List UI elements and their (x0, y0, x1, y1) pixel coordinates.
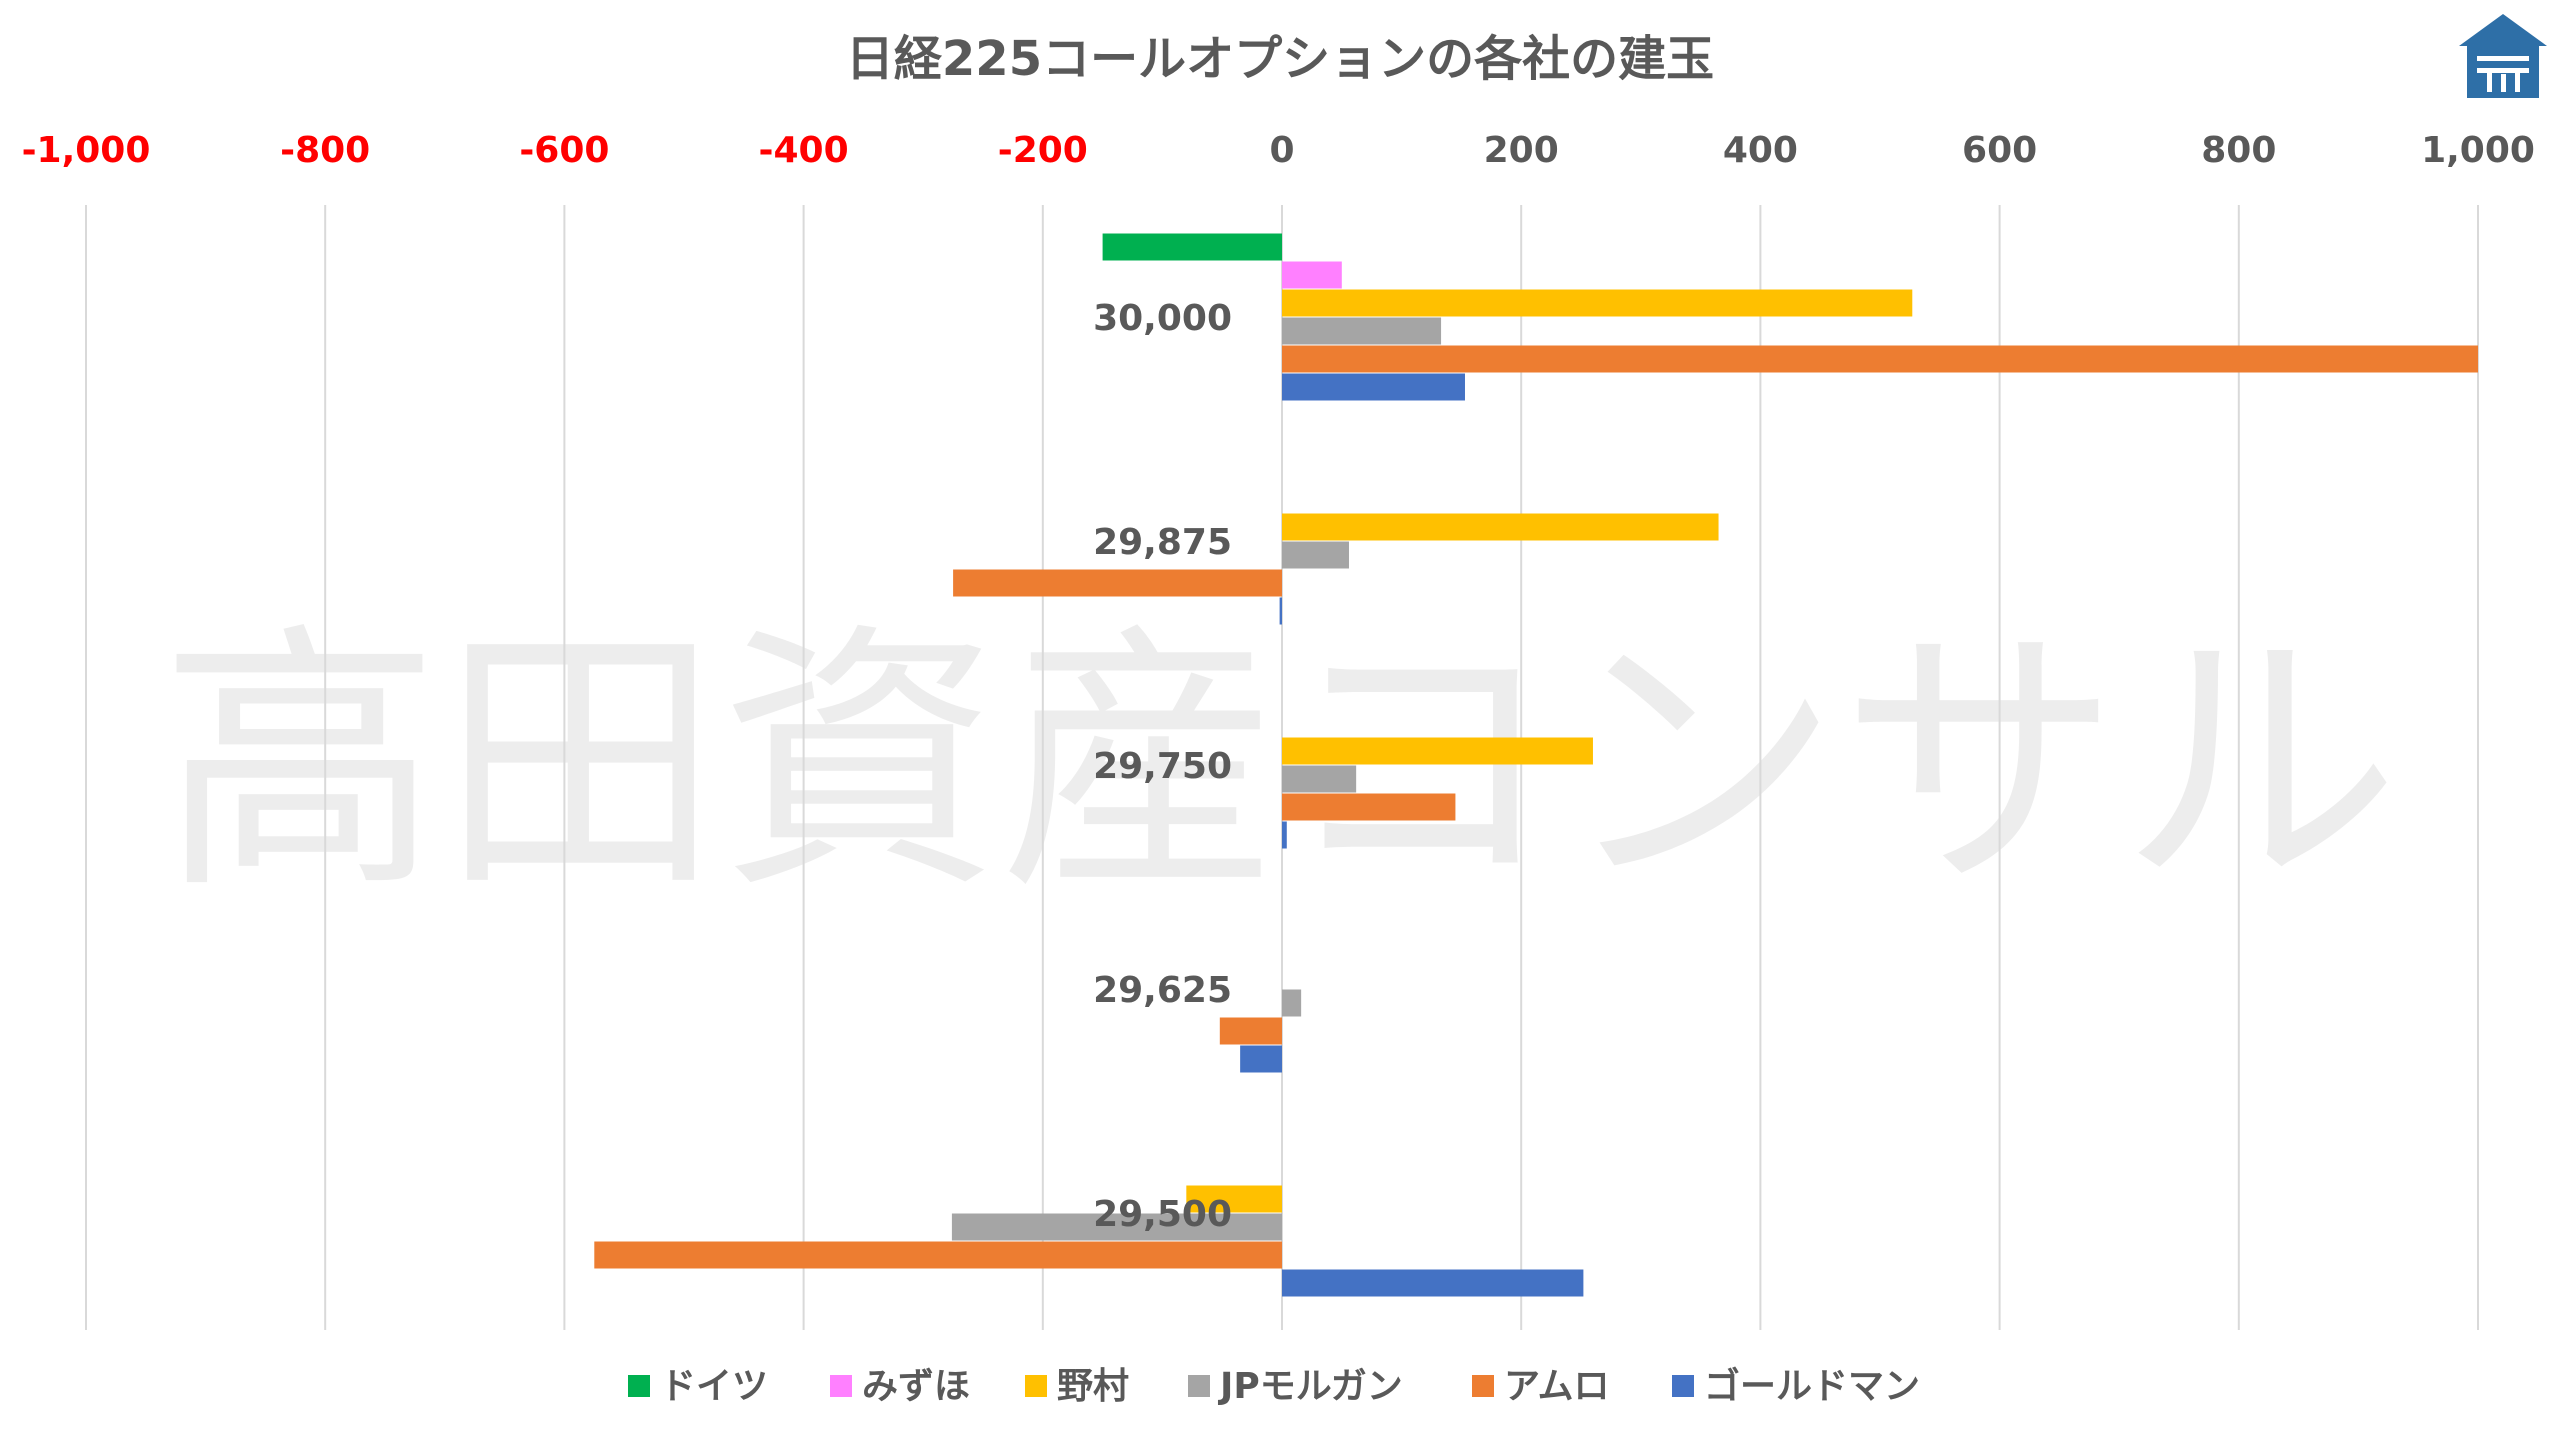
x-tick-label: 800 (2201, 130, 2276, 171)
bar (1186, 1185, 1282, 1213)
bar (1282, 793, 1456, 821)
legend-swatch (1025, 1375, 1047, 1397)
bar (1102, 233, 1282, 261)
x-tick-label: 0 (1269, 130, 1294, 171)
legend-label: ゴールドマン (1704, 1365, 1920, 1407)
x-tick-label: -400 (759, 130, 849, 171)
bar (1282, 737, 1593, 765)
bar (1282, 1269, 1584, 1297)
chart-title: 日経225コールオプションの各社の建玉 (846, 31, 1714, 87)
legend-item: アムロ (1472, 1366, 1609, 1407)
legend-label: アムロ (1504, 1366, 1609, 1407)
bar (1282, 317, 1442, 345)
legend-item: ドイツ (628, 1366, 768, 1407)
logo-icon (2459, 14, 2547, 98)
bar (1279, 597, 1282, 625)
bar (951, 1213, 1282, 1241)
x-tick-label: -200 (998, 130, 1088, 171)
bar (594, 1241, 1282, 1269)
legend-label: ドイツ (660, 1366, 768, 1407)
bar (1282, 261, 1342, 289)
bar (1282, 345, 2478, 373)
x-tick-label: 200 (1484, 130, 1559, 171)
legend-label: 野村 (1057, 1366, 1129, 1407)
legend-item: ゴールドマン (1672, 1365, 1920, 1407)
x-tick-label: 400 (1723, 130, 1798, 171)
x-tick-label: -1,000 (22, 130, 151, 171)
bar (953, 569, 1282, 597)
bar (1282, 289, 1913, 317)
x-tick-label: 600 (1962, 130, 2037, 171)
legend-label: みずほ (862, 1366, 970, 1407)
bar (1282, 765, 1357, 793)
x-tick-label: 1,000 (2421, 130, 2535, 171)
x-tick-label: -600 (519, 130, 609, 171)
category-label: 29,500 (1093, 1194, 1232, 1235)
bar (1282, 513, 1719, 541)
bar (1282, 989, 1302, 1017)
bar (1282, 373, 1465, 401)
legend-swatch (628, 1375, 650, 1397)
category-label: 29,750 (1093, 746, 1232, 787)
legend-item: 野村 (1025, 1366, 1129, 1407)
category-label: 29,625 (1093, 970, 1232, 1011)
x-tick-label: -800 (280, 130, 370, 171)
legend-label: JPモルガン (1217, 1366, 1403, 1407)
watermark-text: 高田資産コンサル (160, 601, 2400, 927)
bar (1240, 1045, 1282, 1073)
legend-swatch (1188, 1375, 1210, 1397)
bar (1282, 541, 1349, 569)
legend-swatch (830, 1375, 852, 1397)
legend-swatch (1472, 1375, 1494, 1397)
bar (1282, 821, 1287, 849)
legend-item: JPモルガン (1188, 1366, 1403, 1407)
bar (1219, 1017, 1282, 1045)
legend-item: みずほ (830, 1366, 970, 1407)
category-label: 29,875 (1093, 522, 1232, 563)
category-label: 30,000 (1093, 298, 1232, 339)
legend-swatch (1672, 1375, 1694, 1397)
